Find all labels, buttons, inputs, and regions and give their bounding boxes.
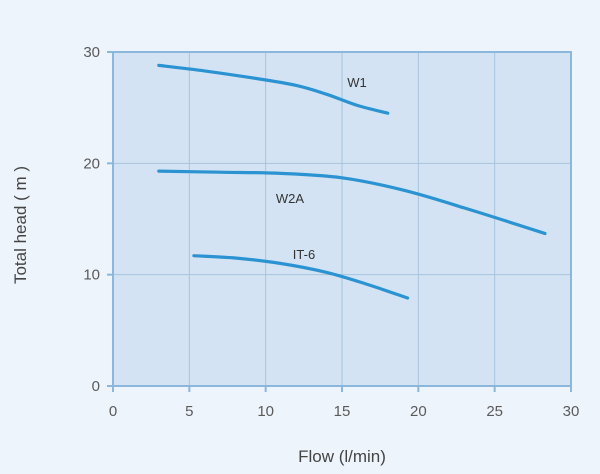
x-axis-title: Flow (l/min) bbox=[298, 447, 386, 466]
series-label-w1: W1 bbox=[347, 75, 367, 90]
x-tick-label: 25 bbox=[486, 403, 503, 420]
y-tick-label: 0 bbox=[92, 378, 100, 395]
y-tick-label: 10 bbox=[83, 267, 100, 284]
series-line-w1 bbox=[157, 63, 390, 115]
series-line-w2a bbox=[157, 169, 547, 236]
x-tick-label: 0 bbox=[109, 403, 117, 420]
y-tick-label: 20 bbox=[83, 155, 100, 172]
y-tick-label: 30 bbox=[83, 44, 100, 61]
x-tick-label: 15 bbox=[334, 403, 351, 420]
x-tick-label: 30 bbox=[563, 403, 580, 420]
x-tick-label: 5 bbox=[185, 403, 193, 420]
series-layer bbox=[157, 63, 547, 300]
gridlines bbox=[113, 52, 571, 386]
axes: 0 5 10 15 20 25 30 0 10 20 30 bbox=[83, 44, 579, 420]
x-tick-label: 20 bbox=[410, 403, 427, 420]
y-axis-title: Total head ( m ) bbox=[11, 166, 30, 284]
series-labels: W1 W2A IT-6 bbox=[276, 75, 367, 262]
series-line-it-6 bbox=[192, 254, 410, 300]
series-label-w2a: W2A bbox=[276, 191, 305, 206]
series-label-it-6: IT-6 bbox=[293, 247, 315, 262]
x-tick-label: 10 bbox=[257, 403, 274, 420]
